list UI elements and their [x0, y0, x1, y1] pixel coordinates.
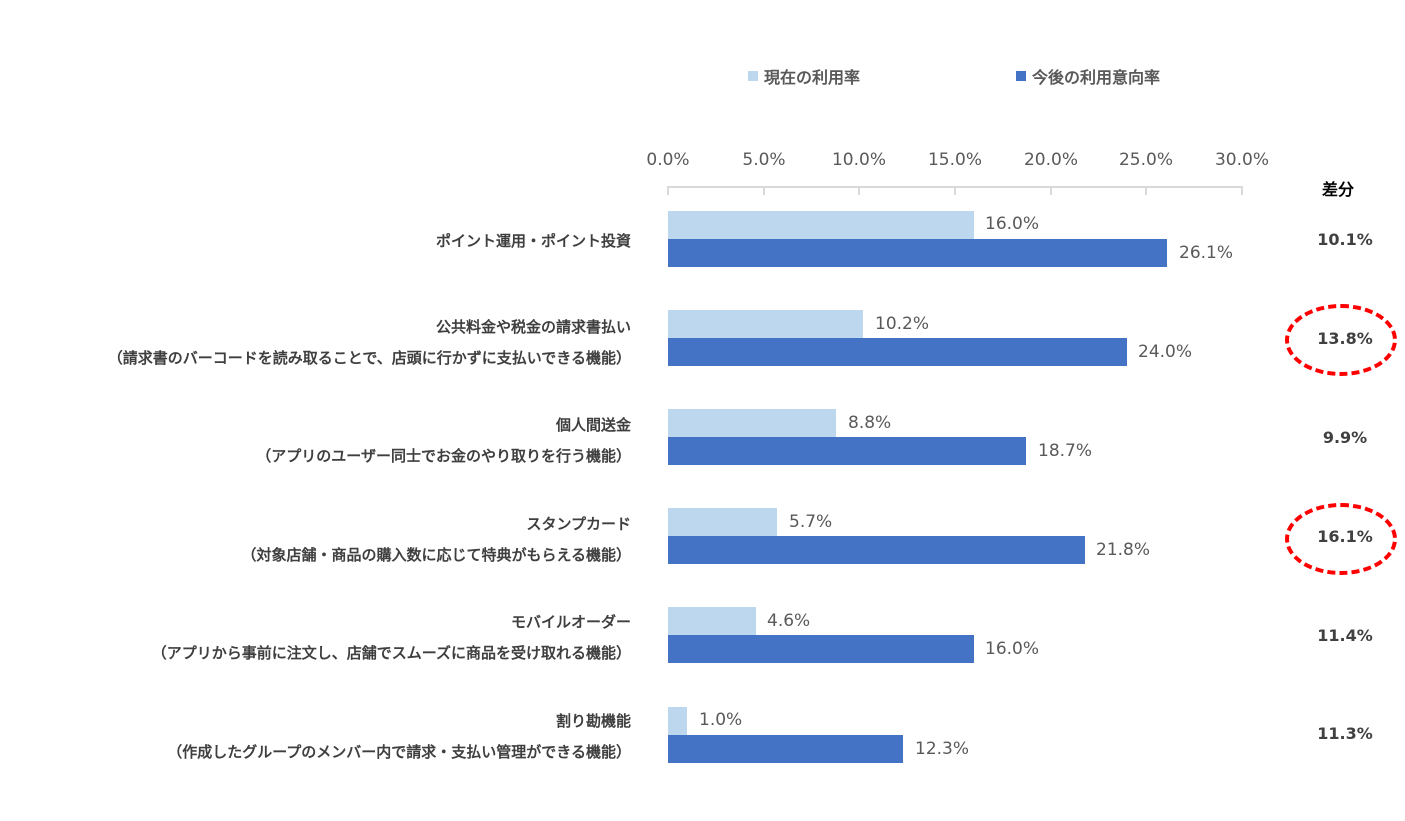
legend-item-current: 現在の利用率: [748, 64, 860, 88]
value-label-current: 4.6%: [767, 611, 811, 631]
category-title: 公共料金や税金の請求書払い: [435, 318, 631, 336]
bar-future: [668, 536, 1085, 564]
bar-future: [668, 239, 1167, 267]
axis-tick: [667, 186, 669, 195]
value-label-current: 1.0%: [699, 710, 743, 730]
category-title: スタンプカード: [526, 515, 631, 533]
category-title: ポイント運用・ポイント投資: [435, 232, 631, 250]
bar-future: [668, 437, 1026, 465]
highlight-circle: [1285, 304, 1397, 376]
bar-current: [668, 607, 756, 635]
bar-current: [668, 409, 836, 437]
tick-label: 10.0%: [831, 150, 887, 170]
x-axis-labels: 0.0% 5.0% 10.0% 15.0% 20.0% 25.0% 30.0%: [0, 150, 1405, 174]
category-subtitle: （請求書のバーコードを読み取ることで、店頭に行かずに支払いできる機能）: [107, 349, 631, 367]
category-subtitle: （作成したグループのメンバー内で請求・支払い管理ができる機能）: [167, 743, 631, 761]
bar-future: [668, 735, 903, 763]
legend-label-future: 今後の利用意向率: [1032, 68, 1161, 87]
category-label: 公共料金や税金の請求書払い （請求書のバーコードを読み取ることで、店頭に行かずに…: [108, 316, 631, 368]
value-label-future: 26.1%: [1179, 243, 1234, 263]
value-label-future: 18.7%: [1038, 441, 1093, 461]
difference-column-header: 差分: [1322, 180, 1355, 199]
value-label-future: 21.8%: [1096, 540, 1151, 560]
category-subtitle: （アプリのユーザー同士でお金のやり取りを行う機能）: [256, 447, 631, 465]
category-subtitle: （対象店舗・商品の購入数に応じて特典がもらえる機能）: [241, 546, 631, 564]
bar-current: [668, 211, 974, 239]
tick-label: 15.0%: [927, 150, 983, 170]
axis-tick: [954, 186, 956, 195]
category-title: 割り勘機能: [555, 712, 631, 730]
legend-label-current: 現在の利用率: [764, 68, 861, 87]
axis-tick: [1145, 186, 1147, 195]
category-label: 割り勘機能 （作成したグループのメンバー内で請求・支払い管理ができる機能）: [167, 710, 631, 762]
axis-tick: [1241, 186, 1243, 195]
value-label-future: 12.3%: [915, 739, 970, 759]
tick-label: 0.0%: [646, 150, 690, 170]
tick-label: 25.0%: [1118, 150, 1174, 170]
category-label: スタンプカード （対象店舗・商品の購入数に応じて特典がもらえる機能）: [241, 513, 631, 565]
bar-current: [668, 508, 777, 536]
value-label-current: 16.0%: [985, 214, 1040, 234]
value-label-current: 8.8%: [848, 413, 892, 433]
legend-swatch-current: [748, 71, 758, 81]
axis-tick: [763, 186, 765, 195]
tick-label: 20.0%: [1023, 150, 1079, 170]
difference-value: 11.3%: [1317, 724, 1373, 743]
axis-tick: [1050, 186, 1052, 195]
legend-item-future: 今後の利用意向率: [1016, 64, 1160, 88]
value-label-future: 24.0%: [1138, 342, 1193, 362]
difference-value: 11.4%: [1317, 626, 1373, 645]
category-title: 個人間送金: [555, 416, 631, 434]
legend-swatch-future: [1016, 71, 1026, 81]
category-title: モバイルオーダー: [510, 613, 631, 631]
value-label-future: 16.0%: [985, 639, 1040, 659]
bar-future: [668, 338, 1127, 366]
tick-label: 30.0%: [1214, 150, 1270, 170]
difference-value: 9.9%: [1322, 428, 1368, 447]
value-label-current: 10.2%: [875, 314, 930, 334]
axis-tick: [858, 186, 860, 195]
tick-label: 5.0%: [742, 150, 786, 170]
bar-current: [668, 310, 863, 338]
bar-current: [668, 707, 687, 735]
category-subtitle: （アプリから事前に注文し、店舗でスムーズに商品を受け取れる機能）: [151, 644, 631, 662]
value-label-current: 5.7%: [789, 512, 833, 532]
category-label: モバイルオーダー （アプリから事前に注文し、店舗でスムーズに商品を受け取れる機能…: [152, 611, 631, 663]
category-label: 個人間送金 （アプリのユーザー同士でお金のやり取りを行う機能）: [256, 414, 631, 466]
highlight-circle: [1285, 503, 1397, 575]
category-label: ポイント運用・ポイント投資: [436, 230, 631, 251]
bar-future: [668, 635, 974, 663]
difference-value: 10.1%: [1317, 230, 1373, 249]
